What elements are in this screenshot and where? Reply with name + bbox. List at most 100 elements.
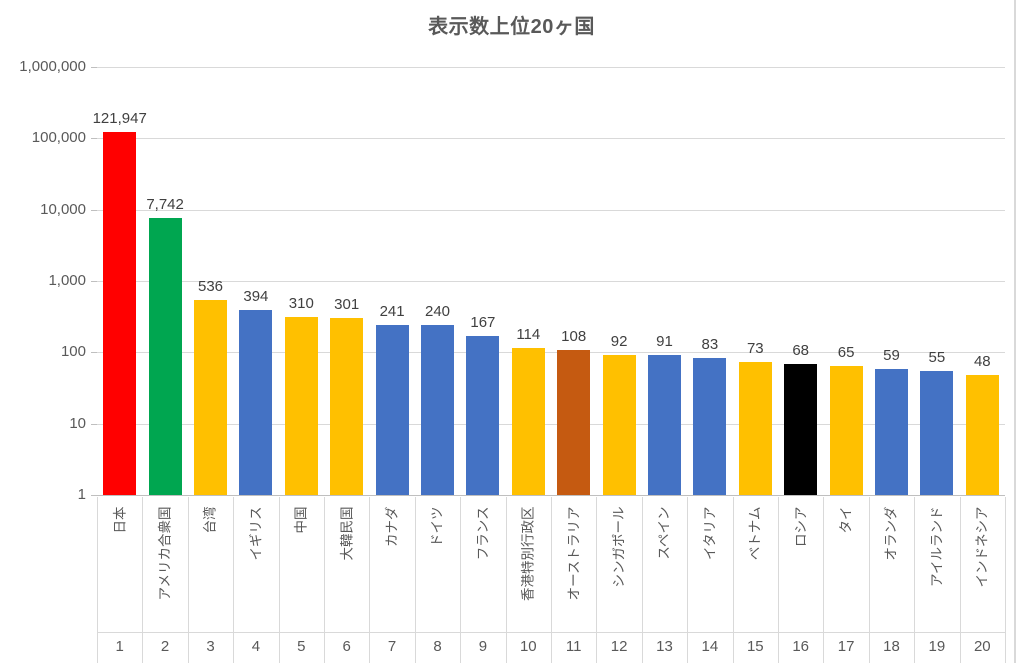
bar-value-label: 301 [334, 296, 360, 314]
x-axis-label-ベトナム: ベトナム [733, 497, 778, 632]
x-axis-rank-label: 9 [478, 638, 488, 655]
bar-タイ [829, 365, 863, 495]
y-gridline [97, 138, 1005, 140]
x-axis-label-text: インドネシア [974, 506, 990, 587]
x-axis-rank-label: 13 [656, 638, 673, 655]
x-axis-label-text: アメリカ合衆国 [157, 506, 173, 600]
x-axis-label-text: ロシア [793, 506, 809, 547]
x-axis-label-text: 日本 [112, 506, 128, 533]
x-axis-rank-label: 15 [746, 638, 764, 655]
bar-value-label: 394 [243, 287, 269, 305]
y-axis-label: 100,000 [31, 129, 86, 147]
y-axis-label: 10 [69, 414, 86, 432]
bar-台湾 [194, 300, 227, 495]
x-axis-line [97, 495, 1005, 496]
bar-value-label: 48 [973, 353, 991, 371]
y-axis-label: 1,000 [48, 272, 86, 289]
bar-value-label: 7,742 [146, 195, 184, 213]
category-separator [868, 497, 870, 663]
bar-ベトナム [738, 362, 772, 495]
x-axis-rank-label: 14 [701, 638, 719, 655]
bar-シンガポール [602, 354, 636, 495]
bar-ドイツ [421, 325, 454, 495]
bar-value-label: 240 [424, 303, 451, 321]
category-separator [369, 497, 371, 663]
category-separator [914, 497, 916, 663]
x-axis-label-text: イギリス [248, 506, 264, 560]
bar-value-label: 68 [792, 342, 810, 360]
bar-カナダ [375, 325, 409, 495]
y-axis-tick [91, 423, 97, 425]
category-separator [324, 497, 325, 663]
bar-大韓民国 [330, 318, 364, 495]
bar-value-label: 59 [883, 346, 900, 364]
x-axis-rank-label: 8 [433, 638, 442, 655]
y-gridline [97, 67, 1005, 68]
x-axis-label-タイ: タイ [823, 497, 868, 632]
bar-value-label: 241 [379, 303, 405, 321]
y-axis-tick [91, 495, 97, 496]
x-axis-label-text: スペイン [656, 506, 672, 560]
y-gridline [97, 352, 1005, 354]
category-separator [460, 497, 462, 663]
x-axis-label-アイルランド: アイルランド [914, 497, 959, 632]
x-axis-label-text: オーストラリア [566, 506, 582, 600]
x-axis-rank-label: 3 [206, 638, 215, 655]
bar-香港特別行政区 [511, 348, 545, 495]
category-separator [1005, 497, 1006, 663]
x-axis-label-text: イタリア [702, 506, 718, 560]
bar-インドネシア [965, 375, 999, 495]
category-separator [823, 497, 825, 663]
x-axis-label-text: シンガポール [611, 506, 627, 587]
x-axis-label-オーストラリア: オーストラリア [551, 497, 596, 632]
x-axis-label-text: フランス [475, 506, 491, 560]
bar-アイルランド [920, 370, 954, 495]
category-separator [596, 497, 598, 663]
bar-value-label: 536 [197, 278, 224, 296]
category-separator [687, 497, 689, 663]
bar-ロシア [784, 364, 818, 495]
category-separator [551, 497, 552, 663]
bar-イギリス [239, 309, 273, 495]
category-separator [778, 497, 779, 663]
x-axis-label-text: アイルランド [929, 506, 945, 587]
y-axis-label: 10,000 [40, 200, 86, 218]
bar-value-label: 83 [701, 336, 719, 354]
bar-value-label: 167 [470, 314, 496, 332]
x-axis-label-text: 香港特別行政区 [520, 506, 536, 601]
x-axis-label-大韓民国: 大韓民国 [324, 497, 369, 632]
x-axis-label-日本: 日本 [97, 497, 142, 632]
bar-value-label: 65 [837, 343, 855, 361]
x-axis-label-スペイン: スペイン [642, 497, 687, 632]
x-axis-rank-label: 6 [342, 638, 351, 655]
x-axis-rank-label: 2 [160, 638, 170, 655]
bar-value-label: 91 [656, 333, 673, 351]
x-axis-label-オランダ: オランダ [869, 497, 914, 632]
x-axis-label-text: タイ [838, 506, 854, 533]
x-axis-rank-label: 7 [387, 638, 397, 655]
x-axis-label-text: ドイツ [429, 506, 445, 547]
x-axis-label-香港特別行政区: 香港特別行政区 [506, 497, 551, 632]
x-axis-label-ロシア: ロシア [778, 497, 823, 632]
y-gridline [97, 281, 1005, 282]
x-axis-rank-label: 16 [792, 638, 810, 655]
category-separator [505, 497, 507, 663]
bar-日本 [103, 132, 137, 495]
x-axis-label-text: 中国 [293, 506, 309, 533]
x-axis-rank-label: 1 [115, 638, 124, 655]
x-axis-label-中国: 中国 [279, 497, 324, 632]
x-axis-rank-label: 18 [883, 638, 900, 655]
bar-value-label: 114 [516, 326, 541, 344]
category-separator [187, 497, 189, 663]
x-axis-label-text: 大韓民国 [339, 506, 355, 560]
category-separator [641, 497, 643, 663]
x-axis-label-イギリス: イギリス [233, 497, 278, 632]
x-axis-label-台湾: 台湾 [188, 497, 233, 632]
category-level-divider [97, 632, 1005, 633]
x-axis-rank-label: 20 [973, 638, 991, 655]
y-axis-tick [91, 281, 97, 282]
chart-title: 表示数上位20ヶ国 [428, 16, 595, 38]
x-axis-label-text: オランダ [883, 506, 899, 560]
x-axis-label-フランス: フランス [460, 497, 505, 632]
